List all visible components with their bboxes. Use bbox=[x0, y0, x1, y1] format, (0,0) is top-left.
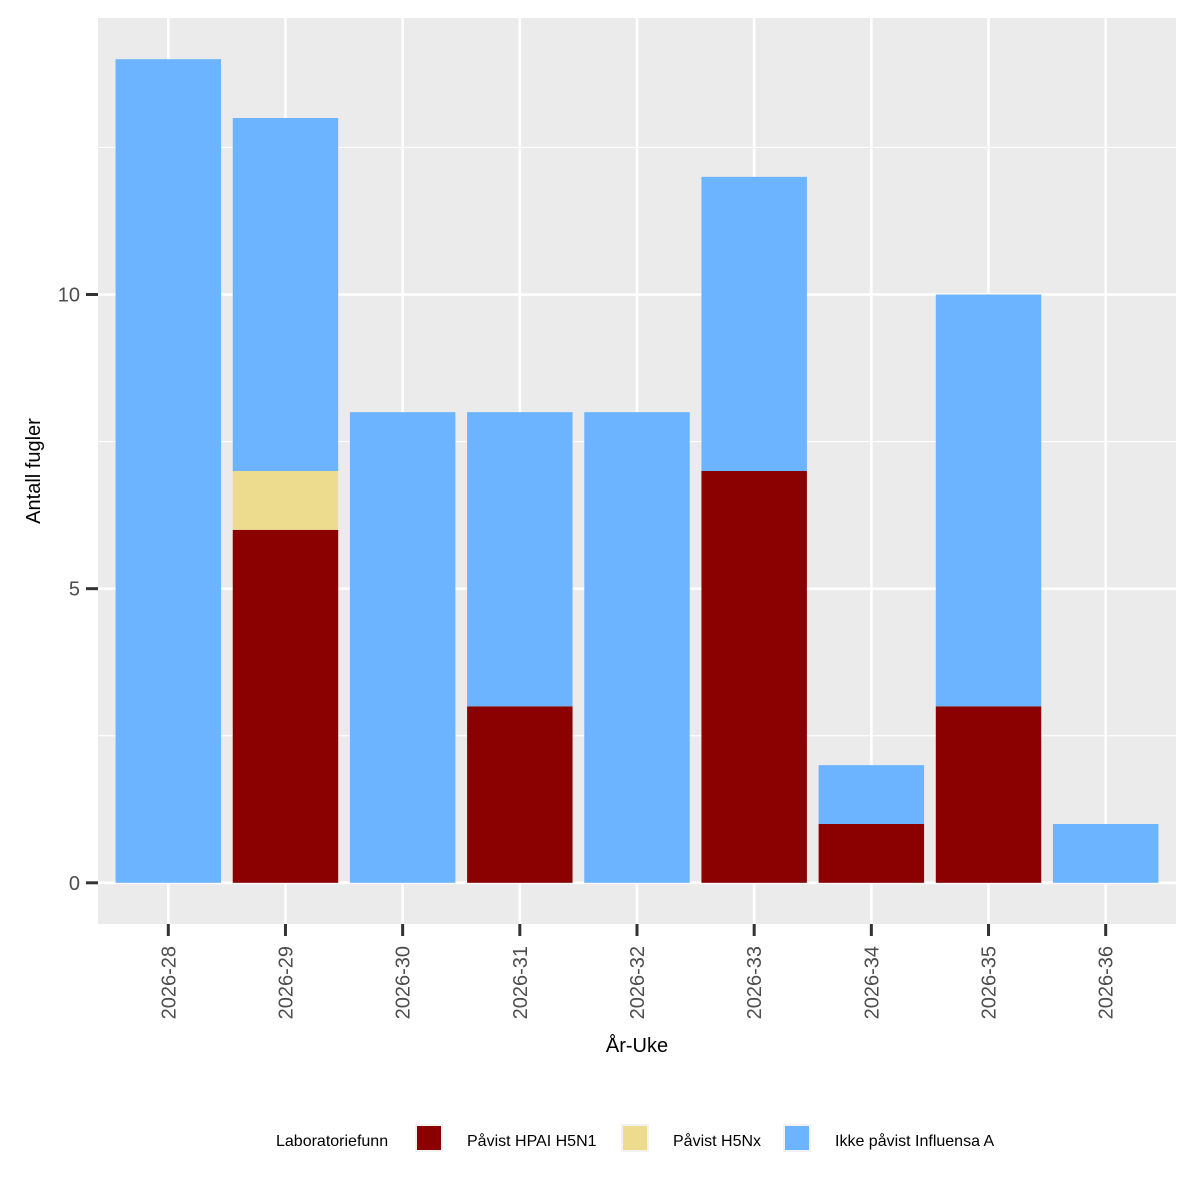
legend-title: Laboratoriefunn bbox=[276, 1133, 388, 1150]
legend-key-swatch bbox=[785, 1126, 809, 1150]
bar-segment bbox=[935, 294, 1042, 707]
bar-segment bbox=[818, 823, 925, 883]
bar-segment bbox=[232, 529, 339, 883]
x-tick-label: 2026-29 bbox=[275, 946, 297, 1019]
x-tick-label: 2026-31 bbox=[510, 946, 532, 1019]
x-tick-label: 2026-33 bbox=[744, 946, 766, 1019]
y-axis-title: Antall fugler bbox=[23, 418, 45, 524]
bar-segment bbox=[232, 471, 339, 530]
y-tick-label: 10 bbox=[58, 285, 80, 307]
bar-segment bbox=[349, 412, 456, 883]
bar-segment bbox=[935, 706, 1042, 883]
x-tick-label: 2026-34 bbox=[861, 946, 883, 1019]
bar-segment bbox=[818, 765, 925, 824]
legend-entry-label: Ikke påvist Influensa A bbox=[835, 1132, 995, 1150]
bar-segment bbox=[232, 118, 339, 471]
bar-segment bbox=[115, 59, 222, 883]
x-tick-label: 2026-35 bbox=[979, 946, 1001, 1019]
bar-segment bbox=[701, 471, 807, 883]
y-tick-label: 0 bbox=[69, 873, 80, 895]
y-tick-label: 5 bbox=[69, 579, 80, 601]
legend-key-swatch bbox=[417, 1126, 441, 1150]
x-tick-label: 2026-36 bbox=[1096, 946, 1118, 1019]
legend-key-swatch bbox=[623, 1126, 647, 1150]
bars bbox=[115, 59, 1159, 883]
bar-segment bbox=[467, 706, 573, 883]
bar-segment bbox=[1052, 823, 1159, 883]
legend-entry-label: Påvist H5Nx bbox=[673, 1132, 761, 1150]
legend: Laboratoriefunn Påvist HPAI H5N1 Påvist H… bbox=[276, 1124, 995, 1152]
y-axis: 0 5 10 bbox=[58, 285, 98, 895]
x-tick-label: 2026-32 bbox=[627, 946, 649, 1019]
x-tick-label: 2026-28 bbox=[158, 946, 180, 1019]
bar-segment bbox=[701, 176, 807, 471]
x-tick-label: 2026-30 bbox=[393, 946, 415, 1019]
bar-segment bbox=[467, 412, 573, 707]
legend-entry-label: Påvist HPAI H5N1 bbox=[467, 1132, 597, 1150]
x-axis: 2026-28 2026-29 2026-30 2026-31 2026-32 2026-… bbox=[158, 924, 1118, 1019]
x-axis-title: År-Uke bbox=[606, 1034, 668, 1057]
bar-segment bbox=[584, 412, 690, 883]
